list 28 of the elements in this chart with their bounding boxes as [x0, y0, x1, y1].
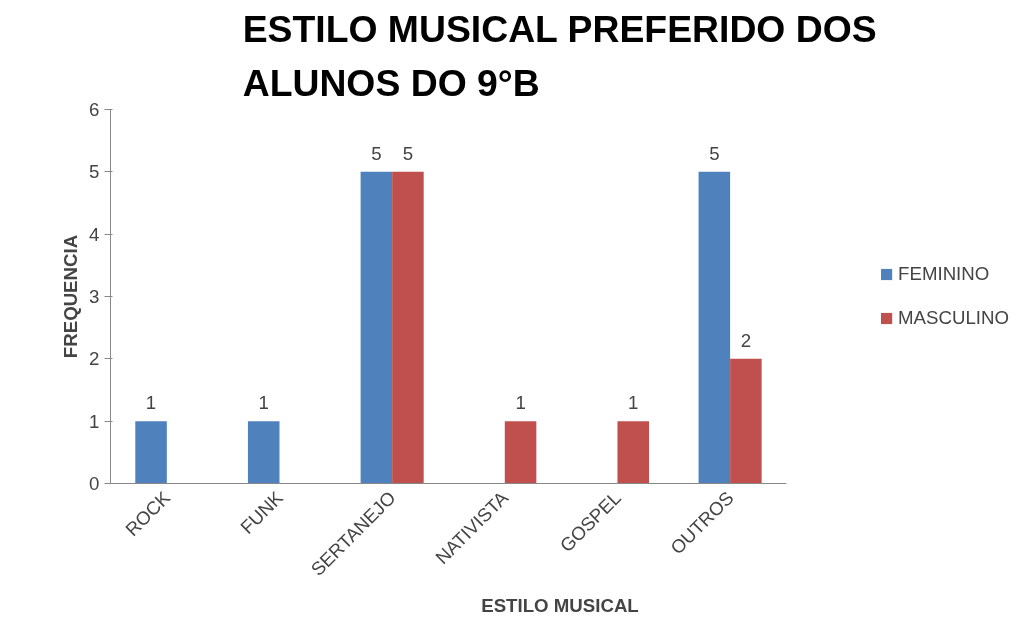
bar	[135, 421, 167, 484]
bar	[360, 171, 393, 484]
legend-label: FEMININO	[898, 263, 990, 285]
y-tick-label: 0	[89, 473, 100, 494]
bar	[392, 171, 424, 484]
data-label: 5	[709, 142, 720, 164]
bar	[504, 421, 537, 484]
data-label: 2	[740, 329, 752, 351]
y-axis-title: FREQUENCIA	[60, 234, 82, 359]
y-tick-label: 3	[89, 286, 100, 307]
bar	[698, 171, 731, 484]
y-tick-label: 5	[89, 161, 100, 183]
bar	[617, 421, 649, 484]
bar	[247, 421, 280, 484]
data-label: 1	[145, 392, 157, 414]
data-label: 1	[258, 392, 269, 414]
y-tick-label: 2	[89, 348, 100, 370]
data-label: 1	[515, 392, 526, 414]
data-label: 5	[371, 142, 382, 164]
y-tick-label: 6	[89, 99, 100, 120]
x-axis-title: ESTILO MUSICAL	[481, 595, 639, 617]
bar	[730, 358, 762, 484]
data-label: 1	[628, 392, 639, 414]
legend-label: MASCULINO	[898, 307, 1009, 329]
data-label: 5	[402, 142, 414, 164]
chart-title: ESTILO MUSICAL PREFERIDO DOS ALUNOS DO 9°B	[242, 7, 877, 105]
y-tick-label: 4	[89, 223, 100, 245]
y-tick-label: 1	[89, 410, 100, 432]
